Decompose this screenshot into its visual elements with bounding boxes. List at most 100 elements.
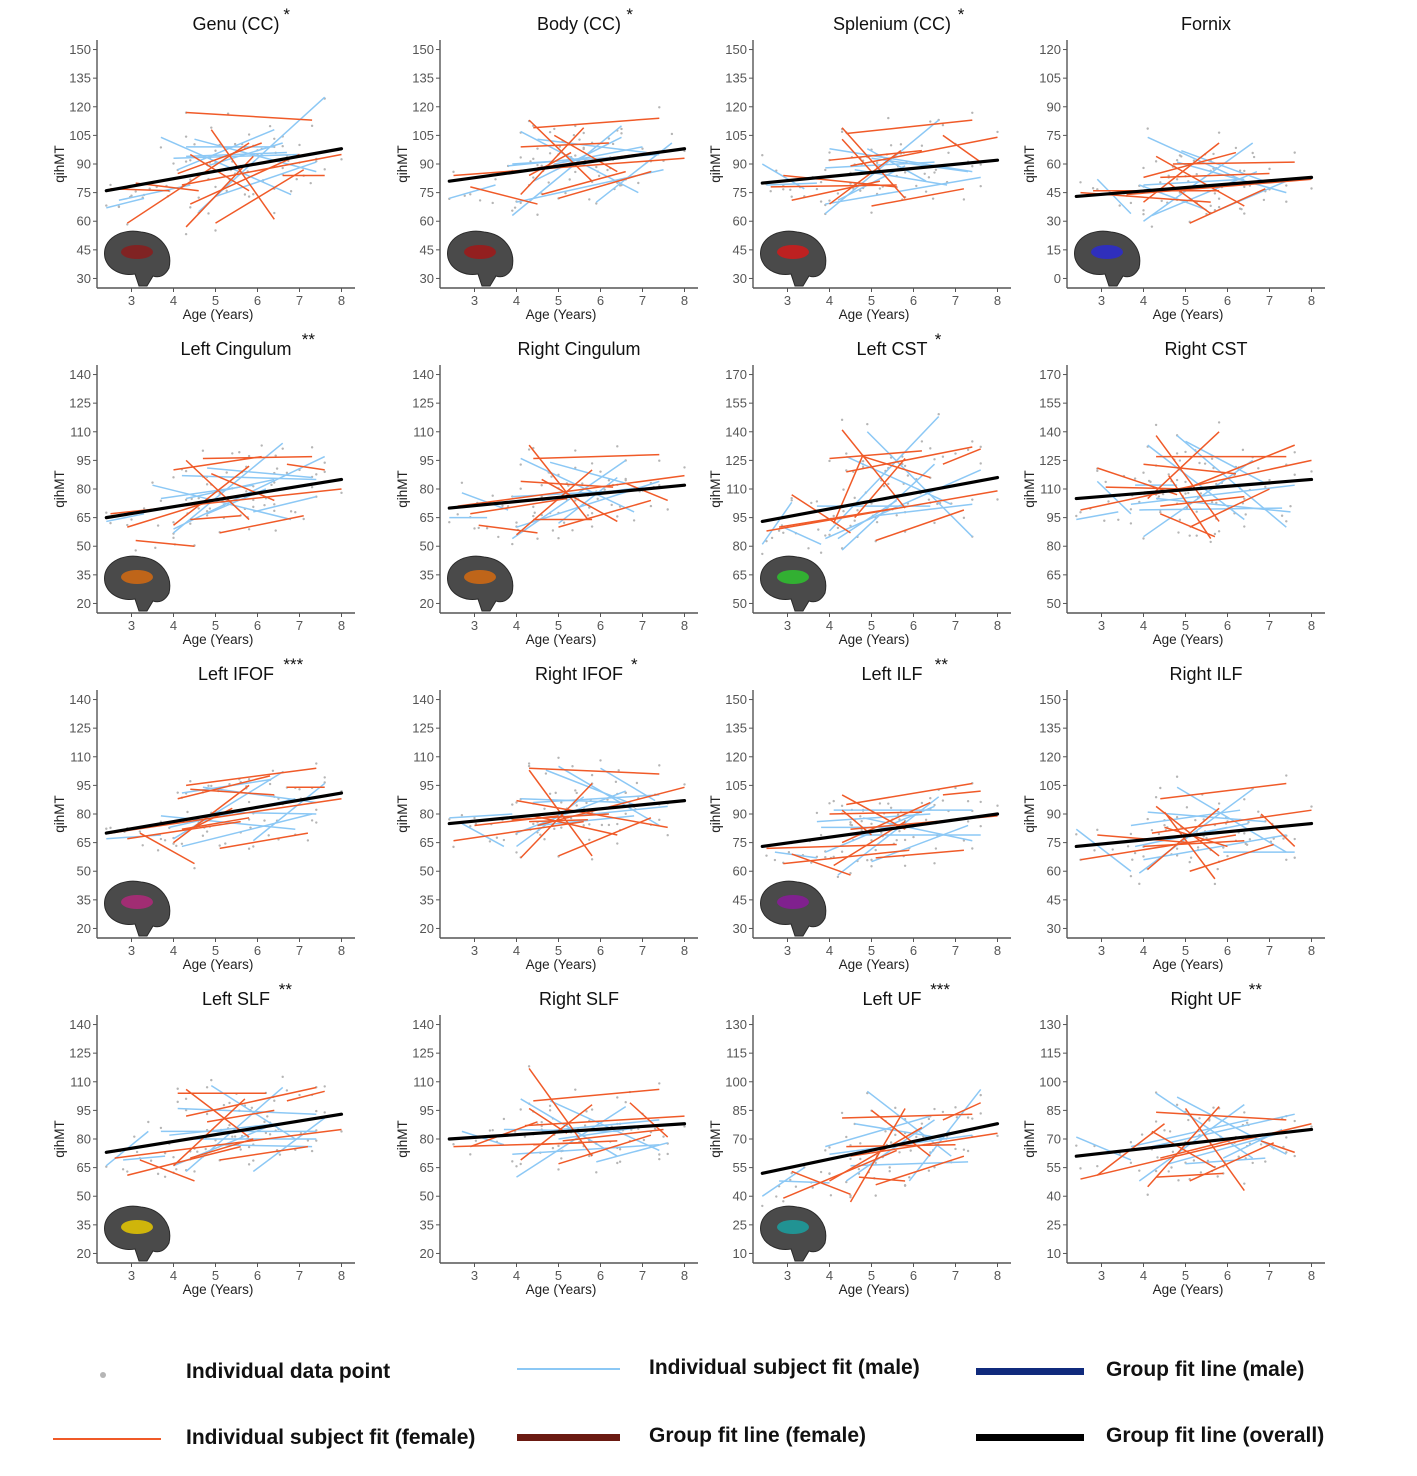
y-tick-label: 50 bbox=[77, 539, 91, 554]
data-point bbox=[929, 120, 932, 123]
data-point bbox=[1194, 818, 1197, 822]
female-subject-fit bbox=[186, 767, 317, 787]
y-tick-label: 65 bbox=[420, 510, 434, 525]
data-point bbox=[581, 482, 584, 485]
data-point bbox=[1285, 774, 1288, 777]
female-subject-fit bbox=[135, 539, 195, 547]
female-subject-fit bbox=[862, 455, 931, 479]
male-subject-fit bbox=[1130, 484, 1295, 506]
data-point bbox=[193, 1170, 196, 1173]
female-subject-fit bbox=[842, 1113, 973, 1119]
data-point bbox=[662, 1135, 665, 1138]
data-point bbox=[134, 190, 137, 193]
y-tick-label: 35 bbox=[77, 892, 91, 907]
male-subject-fit bbox=[841, 463, 936, 551]
female-subject-fit bbox=[829, 149, 922, 161]
data-point bbox=[1293, 1154, 1296, 1158]
y-tick-label: 105 bbox=[1039, 778, 1061, 793]
x-tick-label: 5 bbox=[868, 1268, 875, 1283]
data-point bbox=[228, 1123, 231, 1127]
data-point bbox=[1310, 187, 1313, 190]
female-subject-fit bbox=[1160, 513, 1216, 538]
data-point bbox=[971, 440, 974, 443]
data-point bbox=[172, 536, 175, 540]
data-point bbox=[197, 196, 200, 199]
data-point bbox=[599, 470, 602, 473]
data-point bbox=[247, 818, 251, 821]
y-tick-label: 75 bbox=[1047, 835, 1061, 850]
data-point bbox=[1138, 882, 1141, 886]
data-point bbox=[273, 1099, 276, 1102]
data-point bbox=[1243, 497, 1246, 500]
data-point bbox=[790, 499, 793, 502]
female-subject-fit bbox=[190, 1138, 254, 1159]
data-point bbox=[1129, 1141, 1133, 1144]
data-point bbox=[536, 213, 539, 216]
panel-title: Genu (CC) bbox=[192, 14, 279, 34]
data-point bbox=[243, 193, 247, 196]
overall-group-fit bbox=[447, 147, 687, 183]
data-point bbox=[1175, 775, 1179, 778]
data-point bbox=[247, 777, 251, 781]
data-point bbox=[252, 498, 255, 502]
data-point bbox=[511, 542, 514, 546]
y-tick-label: 110 bbox=[413, 749, 434, 764]
data-point bbox=[1217, 421, 1221, 424]
y-tick-label: 30 bbox=[733, 921, 747, 936]
data-point bbox=[683, 1125, 686, 1128]
male-subject-fit bbox=[252, 782, 326, 842]
data-point bbox=[1203, 462, 1207, 465]
data-point bbox=[1156, 1156, 1159, 1159]
data-point bbox=[511, 803, 514, 806]
female-subject-fit bbox=[1155, 155, 1245, 207]
data-point bbox=[603, 488, 606, 491]
female-subject-fit bbox=[875, 849, 964, 859]
data-point bbox=[285, 1089, 289, 1092]
data-point bbox=[859, 189, 862, 192]
data-point bbox=[954, 786, 957, 790]
female-subject-fit bbox=[173, 455, 262, 471]
data-point bbox=[210, 784, 213, 788]
data-point bbox=[595, 165, 598, 169]
data-point bbox=[264, 1131, 268, 1135]
data-point bbox=[323, 470, 326, 474]
y-tick-label: 80 bbox=[420, 1132, 434, 1147]
female-subject-fit bbox=[202, 455, 313, 460]
significance-stars: ** bbox=[935, 655, 949, 674]
female-subject-fit bbox=[829, 150, 902, 205]
data-point bbox=[1175, 158, 1179, 162]
female-subject-fit bbox=[528, 151, 572, 177]
data-point bbox=[519, 1162, 522, 1166]
y-tick-label: 65 bbox=[733, 567, 747, 582]
data-point bbox=[1268, 167, 1271, 171]
data-point bbox=[979, 1112, 982, 1115]
x-tick-label: 3 bbox=[1098, 943, 1105, 958]
male-subject-fit bbox=[186, 151, 287, 158]
female-subject-fit bbox=[1189, 488, 1270, 528]
female-subject-fit bbox=[181, 153, 342, 186]
data-point bbox=[138, 830, 142, 833]
data-point bbox=[1159, 786, 1162, 790]
data-point bbox=[477, 526, 480, 530]
data-point bbox=[775, 1195, 778, 1198]
data-point bbox=[1293, 473, 1296, 476]
y-tick-label: 60 bbox=[733, 214, 747, 229]
overall-group-fit bbox=[760, 812, 1000, 849]
x-tick-label: 4 bbox=[513, 943, 520, 958]
x-tick-label: 5 bbox=[555, 943, 562, 958]
data-point bbox=[1199, 1171, 1203, 1174]
data-point bbox=[189, 522, 192, 525]
x-tick-label: 3 bbox=[128, 1268, 135, 1283]
data-point bbox=[340, 158, 343, 161]
female-subject-fit bbox=[942, 1102, 982, 1121]
data-point bbox=[824, 856, 827, 859]
data-point bbox=[1217, 131, 1221, 134]
data-point bbox=[599, 759, 602, 762]
data-point bbox=[551, 529, 555, 532]
data-point bbox=[184, 232, 188, 236]
data-point bbox=[1129, 1161, 1133, 1165]
data-point bbox=[582, 131, 585, 135]
data-point bbox=[606, 168, 609, 172]
data-point bbox=[553, 827, 556, 831]
data-point bbox=[1213, 532, 1217, 536]
